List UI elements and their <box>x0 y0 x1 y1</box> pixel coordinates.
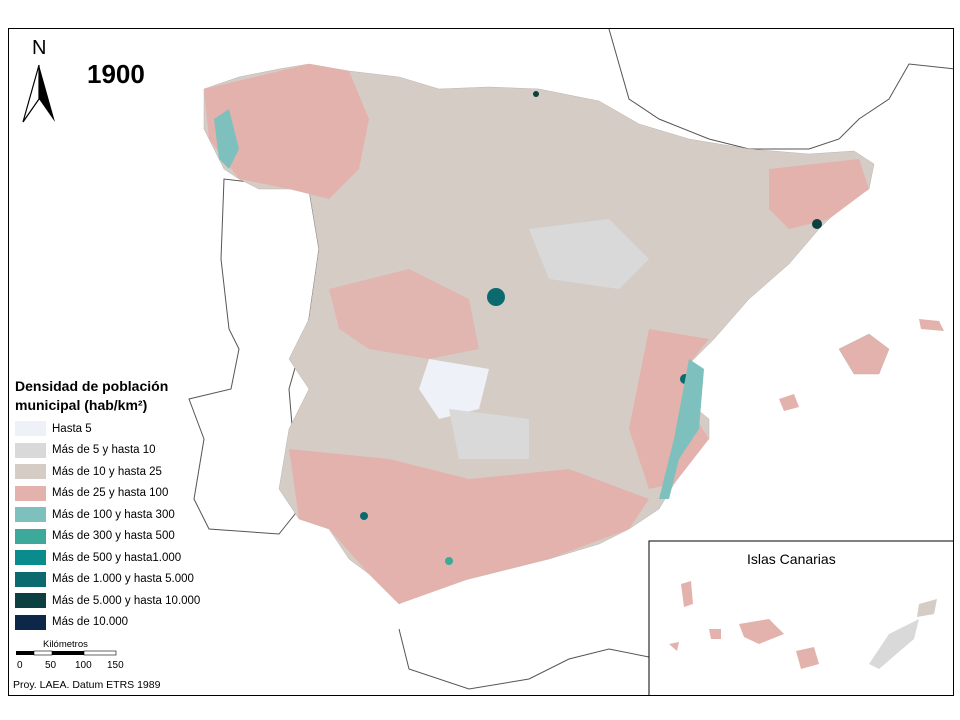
lanzarote <box>917 599 937 617</box>
scale-tick-label: 150 <box>107 660 124 671</box>
legend-item: Más de 10.000 <box>15 612 200 634</box>
legend-label: Hasta 5 <box>52 422 92 435</box>
la-palma <box>681 581 693 607</box>
legend-label: Más de 1.000 y hasta 5.000 <box>52 573 194 586</box>
canarias-inset-box <box>648 540 953 695</box>
legend-swatch <box>15 464 46 480</box>
sevilla-density <box>360 512 368 520</box>
map-canvas <box>16 29 953 695</box>
menorca <box>919 319 944 331</box>
madrid-density <box>487 288 505 306</box>
mediterranean-coast-density <box>659 359 704 499</box>
density-region-upto-5 <box>419 359 489 419</box>
projection-note: Proy. LAEA. Datum ETRS 1989 <box>13 679 161 691</box>
legend-swatch <box>15 550 46 566</box>
legend-item: Más de 100 y hasta 300 <box>15 504 200 526</box>
legend-label: Más de 5 y hasta 10 <box>52 444 156 457</box>
legend-item: Más de 5 y hasta 10 <box>15 440 200 462</box>
legend-item: Más de 25 y hasta 100 <box>15 483 200 505</box>
legend-item: Más de 1.000 y hasta 5.000 <box>15 569 200 591</box>
legend-swatch <box>15 614 46 630</box>
density-region-25-100-center <box>329 269 479 359</box>
galicia-coast-density <box>214 109 239 169</box>
scale-tick-label: 100 <box>75 660 92 671</box>
tenerife <box>739 619 784 644</box>
legend-label: Más de 100 y hasta 300 <box>52 508 175 521</box>
legend-swatch <box>15 507 46 523</box>
legend-label: Más de 5.000 y hasta 10.000 <box>52 594 201 607</box>
north-label: N <box>32 37 47 59</box>
legend-item: Más de 10 y hasta 25 <box>15 461 200 483</box>
density-region-5-10 <box>529 219 649 289</box>
scale-bar-seg-1 <box>16 651 34 655</box>
density-region-5-10-b <box>449 409 529 459</box>
legend-title: Densidad de población municipal (hab/km²… <box>15 378 169 413</box>
legend-swatch <box>15 571 46 587</box>
morocco-outline <box>398 628 650 690</box>
scale-title: Kilómetros <box>43 639 88 650</box>
scale-tick-label: 50 <box>45 660 57 671</box>
legend-label: Más de 10 y hasta 25 <box>52 465 162 478</box>
north-arrow-left-half-icon <box>22 64 40 123</box>
legend-swatch <box>15 593 46 609</box>
legend-item: Más de 300 y hasta 500 <box>15 526 200 548</box>
legend-swatch <box>15 485 46 501</box>
malaga-density <box>445 557 453 565</box>
mallorca <box>838 333 890 375</box>
legend-item: Hasta 5 <box>15 418 200 440</box>
legend-swatch <box>15 421 46 437</box>
barcelona-density <box>812 219 822 229</box>
density-region-25-100-catalonia <box>769 159 869 229</box>
fuerteventura <box>869 619 919 669</box>
scale-tick-label: 0 <box>17 660 23 671</box>
legend-swatch <box>15 442 46 458</box>
scale-bar-seg-3 <box>52 651 84 655</box>
la-gomera <box>709 629 721 639</box>
legend-label: Más de 25 y hasta 100 <box>52 487 169 500</box>
bilbao-density <box>533 91 539 97</box>
density-region-25-100-north <box>204 64 369 199</box>
el-hierro <box>669 642 679 651</box>
legend-item: Más de 5.000 y hasta 10.000 <box>15 590 200 612</box>
scale-bar-seg-2 <box>33 650 53 656</box>
legend: Hasta 5 Más de 5 y hasta 10 Más de 10 y … <box>15 418 200 633</box>
france-outline <box>608 29 953 150</box>
scale-bar-seg-4 <box>83 650 117 656</box>
legend-label: Más de 500 y hasta1.000 <box>52 551 182 564</box>
gran-canaria <box>796 647 819 669</box>
density-region-25-100-south <box>289 449 649 604</box>
density-region-25-100-east <box>629 329 709 489</box>
ibiza <box>779 394 799 411</box>
map-frame: N 1900 Densidad de población municipal (… <box>8 28 954 696</box>
legend-label: Más de 10.000 <box>52 616 129 629</box>
inset-title: Islas Canarias <box>747 551 836 567</box>
legend-swatch <box>15 528 46 544</box>
legend-item: Más de 500 y hasta1.000 <box>15 547 200 569</box>
legend-label: Más de 300 y hasta 500 <box>52 530 175 543</box>
map-year: 1900 <box>87 59 145 89</box>
